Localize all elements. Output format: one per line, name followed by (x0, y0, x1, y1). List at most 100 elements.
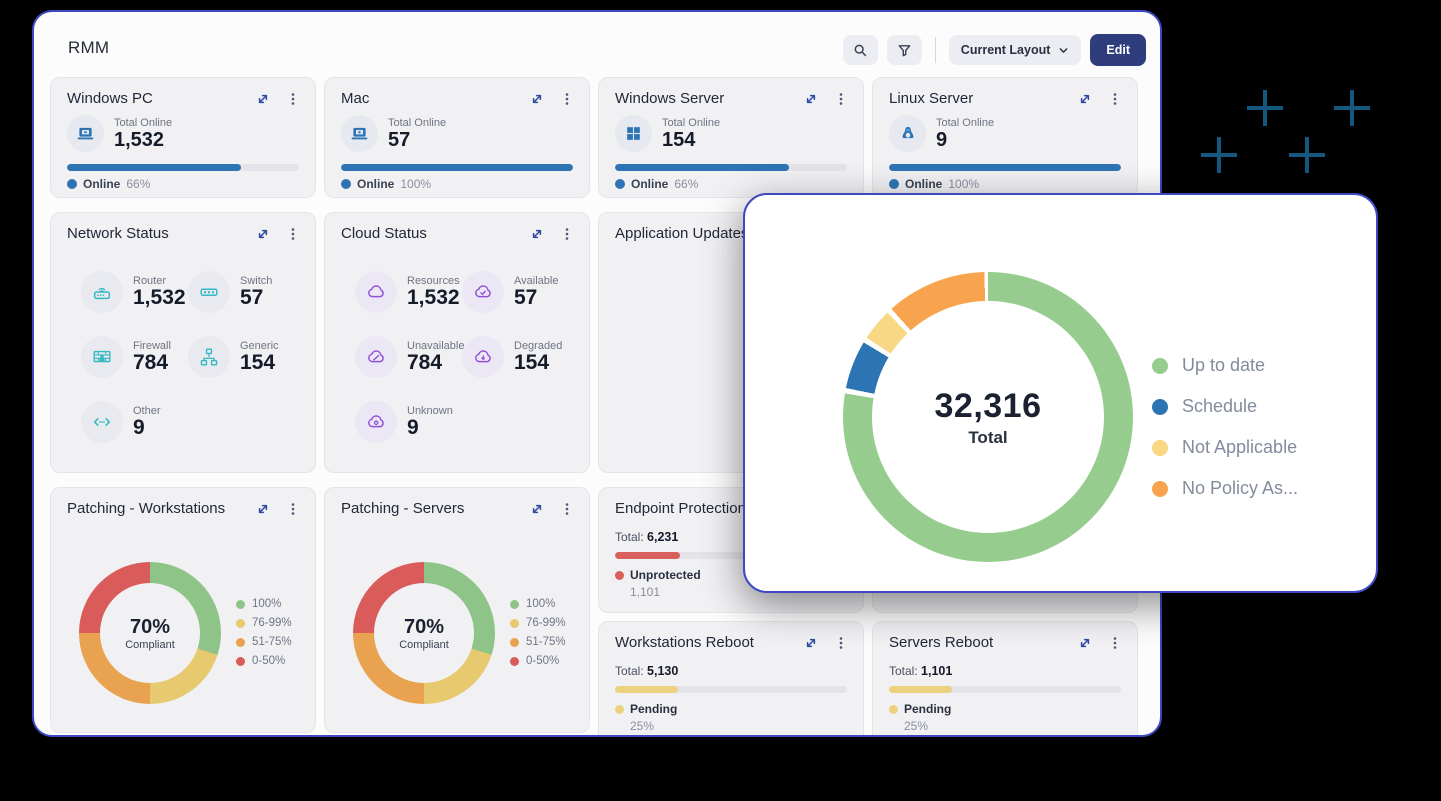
expand-icon[interactable] (529, 501, 545, 517)
page-title: RMM (68, 38, 109, 58)
kebab-menu-icon[interactable] (1107, 91, 1123, 107)
expand-icon[interactable] (529, 91, 545, 107)
legend-dot (510, 619, 519, 628)
online-status-dot (889, 179, 899, 189)
cloud-unavailable-icon (355, 336, 397, 378)
expand-icon[interactable] (529, 226, 545, 242)
stat-value: 9 (133, 417, 161, 439)
compliance-donut-chart: 70% Compliant (79, 562, 221, 704)
kebab-menu-icon[interactable] (285, 501, 301, 517)
stat-resources: Resources 1,532 (355, 271, 462, 313)
layout-selector-label: Current Layout (961, 43, 1051, 57)
kebab-menu-icon[interactable] (1107, 635, 1123, 651)
generic-device-icon (188, 336, 230, 378)
stat-switch: Switch 57 (188, 271, 305, 313)
card-title: Linux Server (889, 90, 973, 107)
metric-label: Total Online (662, 117, 720, 129)
legend-dot (236, 600, 245, 609)
card-windows-pc: Windows PC Total Online 1,532 Online 66% (50, 77, 316, 198)
search-button[interactable] (843, 35, 878, 65)
plus-decoration-icon (1289, 137, 1325, 173)
total-label: Total: (615, 530, 644, 544)
windows-laptop-icon (67, 115, 104, 152)
kebab-menu-icon[interactable] (285, 91, 301, 107)
stat-unknown: Unknown 9 (355, 401, 462, 443)
kebab-menu-icon[interactable] (559, 226, 575, 242)
other-device-icon (81, 401, 123, 443)
status-value: 1,101 (630, 585, 660, 599)
online-status-dot (615, 179, 625, 189)
linux-tux-icon (889, 115, 926, 152)
stat-available: Available 57 (462, 271, 579, 313)
stat-other: Other 9 (81, 401, 188, 443)
card-linux-server: Linux Server Total Online 9 Online 100% (872, 77, 1138, 198)
plus-decoration-icon (1247, 90, 1283, 126)
cloud-available-icon (462, 271, 504, 313)
header-divider (935, 37, 936, 63)
total-line: Total: 6,231 (615, 530, 678, 544)
windows-logo-icon (615, 115, 652, 152)
patch-status-overlay-card: 32,316 Total Up to date Schedule Not App… (743, 193, 1378, 593)
status-percent: 100% (400, 177, 431, 191)
card-servers-reboot: Servers Reboot Total: 1,101 Pending 25% (872, 621, 1138, 737)
legend-label: Up to date (1182, 355, 1265, 376)
total-value: 6,231 (647, 530, 678, 544)
online-progress-bar (889, 164, 1121, 171)
mac-laptop-icon (341, 115, 378, 152)
stat-value: 1,532 (407, 287, 460, 309)
stat-router: Router 1,532 (81, 271, 188, 313)
status-label: Unprotected (630, 568, 701, 582)
compliance-donut-chart: 70% Compliant (353, 562, 495, 704)
card-title: Patching - Workstations (67, 500, 225, 517)
donut-center-label: Compliant (125, 639, 175, 651)
expand-icon[interactable] (255, 91, 271, 107)
stat-value: 9 (407, 417, 453, 439)
card-title: Application Updates (615, 225, 748, 242)
legend-dot (1152, 481, 1168, 497)
filter-button[interactable] (887, 35, 922, 65)
expand-icon[interactable] (255, 501, 271, 517)
legend-label: 51-75% (526, 636, 566, 648)
kebab-menu-icon[interactable] (833, 635, 849, 651)
edit-button[interactable]: Edit (1090, 34, 1146, 66)
donut-center-value: 32,316 (935, 387, 1042, 426)
cloud-unknown-icon (355, 401, 397, 443)
stat-value: 1,532 (133, 287, 186, 309)
legend-dot (1152, 399, 1168, 415)
pending-progress-bar (889, 686, 1121, 693)
legend-dot (1152, 358, 1168, 374)
header-controls: Current Layout Edit (843, 34, 1146, 66)
status-label: Online (83, 177, 120, 191)
plus-decoration-icon (1201, 137, 1237, 173)
kebab-menu-icon[interactable] (833, 91, 849, 107)
total-line: Total: 1,101 (889, 664, 952, 678)
stat-degraded: Degraded 154 (462, 336, 579, 378)
metric-label: Total Online (114, 117, 172, 129)
legend-label: 100% (526, 598, 555, 610)
kebab-menu-icon[interactable] (559, 91, 575, 107)
kebab-menu-icon[interactable] (559, 501, 575, 517)
stat-value: 784 (133, 352, 171, 374)
layout-selector[interactable]: Current Layout (949, 35, 1082, 65)
plus-decoration-icon (1334, 90, 1370, 126)
donut-center-value: 70% (130, 616, 170, 639)
kebab-menu-icon[interactable] (285, 226, 301, 242)
router-icon (81, 271, 123, 313)
expand-icon[interactable] (803, 635, 819, 651)
card-title: Cloud Status (341, 225, 427, 242)
stat-value: 784 (407, 352, 464, 374)
pending-status-dot (615, 705, 624, 714)
card-title: Mac (341, 90, 369, 107)
expand-icon[interactable] (1077, 635, 1093, 651)
donut-center-label: Total (968, 428, 1007, 448)
metric-value: 9 (936, 129, 994, 151)
legend-dot (510, 657, 519, 666)
expand-icon[interactable] (255, 226, 271, 242)
status-label: Pending (904, 702, 951, 716)
online-progress-bar (615, 164, 847, 171)
card-workstations-reboot: Workstations Reboot Total: 5,130 Pending… (598, 621, 864, 737)
card-title: Endpoint Protection (615, 500, 746, 517)
expand-icon[interactable] (803, 91, 819, 107)
card-network-status: Network Status Router 1,532 (50, 212, 316, 473)
expand-icon[interactable] (1077, 91, 1093, 107)
